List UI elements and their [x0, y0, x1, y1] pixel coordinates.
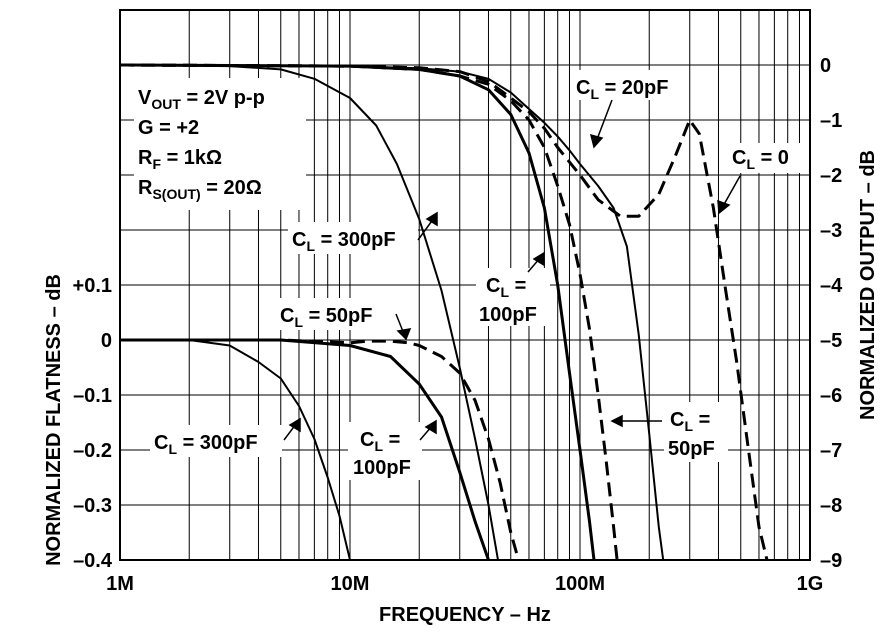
- arrowhead-flatness-cl-300pf: [288, 417, 301, 433]
- label-text: CL =: [360, 429, 400, 454]
- label-text: CL =: [670, 409, 710, 434]
- output-curve-cl-0: [119, 63, 769, 561]
- y-right-tick-label: –5: [820, 330, 842, 352]
- label-text: CL =: [486, 275, 526, 300]
- label-text-line2: 100pF: [479, 304, 537, 326]
- label-output-cl-300pf: CL = 300pF: [288, 222, 418, 254]
- flatness-curve-cl-100pf: [120, 338, 490, 561]
- condition-rf: RF = 1kΩ: [138, 147, 222, 172]
- flatness-curve-cl-50pf: [120, 338, 520, 561]
- x-tick-label: 1M: [106, 573, 134, 595]
- label-backdrop: [348, 422, 422, 480]
- arrowhead-output-cl-20pf: [589, 133, 604, 149]
- y-right-tick-label: 0: [820, 55, 831, 77]
- x-axis-title: FREQUENCY – Hz: [379, 604, 551, 626]
- label-backdrop: [572, 70, 688, 100]
- conditions-block: VOUT = 2V p-p G = +2 RF = 1kΩ RS(OUT) = …: [134, 78, 306, 210]
- label-flatness-cl-50pf: CL = 50pF: [276, 298, 398, 330]
- label-flatness-cl-100pf: CL = 100pF: [348, 422, 422, 480]
- label-text-line2: 50pF: [668, 438, 715, 460]
- output-curve-cl-300pf: [119, 64, 499, 561]
- y-left-tick-label: –0.1: [73, 385, 112, 407]
- y-right-tick-label: –9: [820, 550, 842, 572]
- y-right-tick-label: –4: [820, 275, 843, 297]
- label-backdrop: [476, 268, 550, 326]
- y-right-tick-label: –1: [820, 110, 842, 132]
- arrow-output-cl-20pf: [595, 99, 613, 143]
- leader-arrows: [283, 99, 741, 441]
- y-axis-right-title: NORMALIZED OUTPUT – dB: [857, 150, 879, 420]
- label-backdrop: [728, 143, 804, 173]
- condition-gain: G = +2: [138, 117, 199, 139]
- plot-frame: [119, 9, 811, 561]
- y-axis-left-title: NORMALIZED FLATNESS – dB: [43, 274, 65, 566]
- x-tick-label: 100M: [555, 573, 605, 595]
- label-text: CL = 300pF: [154, 432, 258, 457]
- y-left-tick-label: 0: [101, 330, 112, 352]
- label-output-cl-20pf: CL = 20pF: [572, 70, 688, 102]
- arrowhead-flatness-cl-100pf: [424, 419, 437, 435]
- label-text: CL = 300pF: [292, 229, 396, 254]
- y-left-tick-label: +0.1: [73, 275, 112, 297]
- output-curve-cl-20pf: [119, 64, 665, 561]
- y-right-tick-label: –6: [820, 385, 842, 407]
- y-right-tick-label: –7: [820, 440, 842, 462]
- label-backdrop: [288, 222, 418, 254]
- arrow-output-cl-0: [721, 175, 741, 209]
- label-backdrop: [664, 402, 728, 462]
- tick-labels: 1M 10M 100M 1G +0.1 0 –0.1 –0.2 –0.3 –0.4 0 –1 –2 –3 –…: [73, 55, 844, 595]
- label-flatness-cl-300pf: CL = 300pF: [150, 425, 282, 457]
- x-tick-label: 10M: [331, 573, 370, 595]
- condition-rs: RS(OUT) = 20Ω: [138, 177, 262, 202]
- label-backdrop: [150, 425, 282, 457]
- y-left-tick-label: –0.3: [73, 495, 112, 517]
- y-right-tick-label: –8: [820, 495, 842, 517]
- x-tick-label: 1G: [797, 573, 824, 595]
- condition-vout: VOUT = 2V p-p: [138, 87, 265, 112]
- conditions-backdrop: [134, 78, 306, 210]
- label-text: CL = 20pF: [576, 77, 669, 102]
- arrowhead-output-cl-50pf: [610, 414, 623, 428]
- label-output-cl-100pf: CL = 100pF: [476, 268, 550, 326]
- label-text: CL = 0: [732, 147, 789, 172]
- arrowhead-output-cl-0: [717, 199, 731, 215]
- label-output-cl-0: CL = 0: [728, 143, 804, 173]
- output-curve-cl-50pf: [119, 63, 619, 561]
- arrowhead-flatness-cl-50pf: [396, 328, 412, 341]
- label-text: CL = 50pF: [280, 305, 373, 330]
- label-output-cl-50pf: CL = 50pF: [664, 402, 728, 462]
- label-backdrop: [276, 298, 398, 330]
- label-text-line2: 100pF: [353, 457, 411, 479]
- arrowhead-output-cl-300pf: [425, 211, 438, 227]
- flatness-curve-cl-300pf: [120, 339, 351, 561]
- curves: [119, 63, 769, 561]
- y-left-tick-label: –0.4: [73, 550, 113, 572]
- arrowhead-output-cl-100pf: [532, 251, 545, 267]
- y-right-tick-label: –3: [820, 220, 842, 242]
- y-left-tick-label: –0.2: [73, 440, 112, 462]
- y-right-tick-label: –2: [820, 165, 842, 187]
